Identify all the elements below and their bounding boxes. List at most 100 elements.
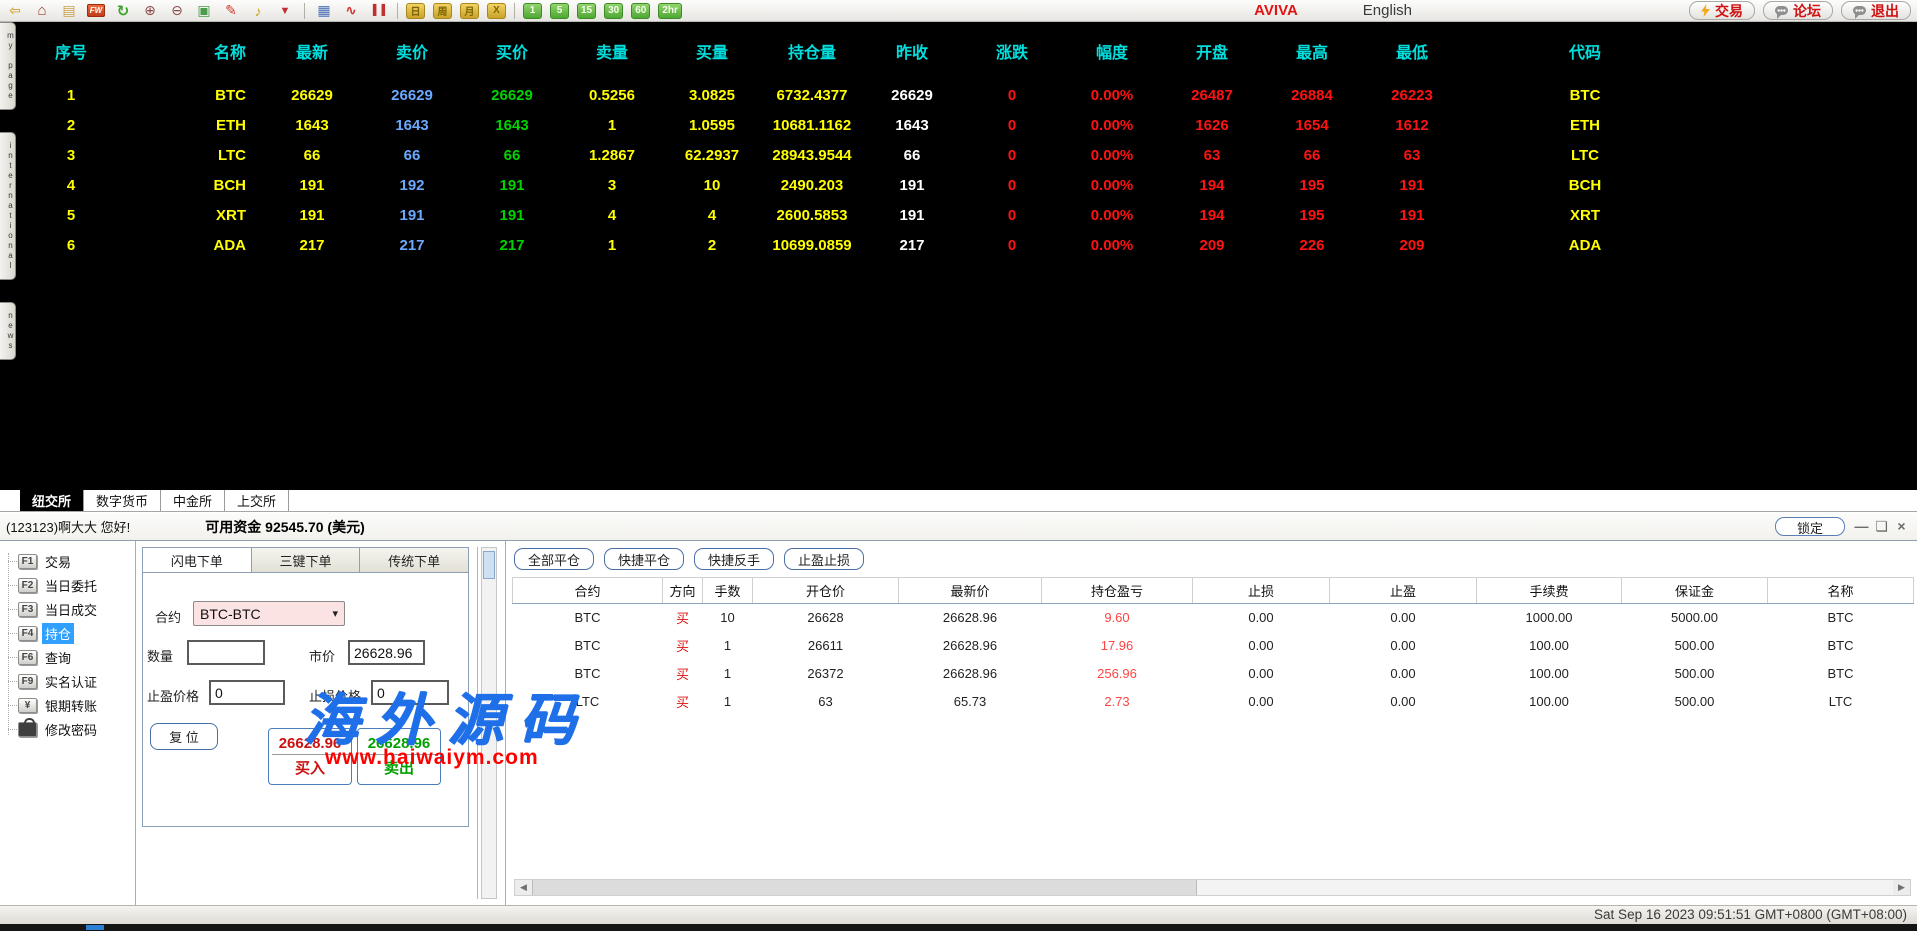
- order-tab[interactable]: 三键下单: [251, 547, 361, 573]
- quote-row[interactable]: 5 XRT 191 191 191 4 4 2600.5853 191 0 0.00% 194 195 1…: [16, 200, 1917, 230]
- scrollbar-thumb[interactable]: [483, 551, 495, 579]
- horn-icon[interactable]: ♪: [254, 2, 262, 19]
- trading-workspace: F1 交易 F2 当日委托 F3 当日成交 F4 持仓 F6 查询 F9 实名认…: [0, 540, 1917, 905]
- fw-calendar-icon[interactable]: FW: [86, 2, 106, 19]
- zoom-in-icon[interactable]: ⊕: [144, 2, 156, 18]
- side-tab[interactable]: international: [0, 132, 16, 280]
- back-icon[interactable]: ⇦: [9, 2, 21, 18]
- menu-item[interactable]: 修改密码: [6, 717, 135, 741]
- action-button[interactable]: 论坛: [1763, 1, 1833, 20]
- position-row[interactable]: LTC 买 1 63 65.73 2.73 0.00 0.00 100.00 500.00 LTC: [513, 688, 1914, 716]
- quote-column-header: 卖量: [595, 45, 628, 62]
- home-icon[interactable]: ⌂: [37, 2, 47, 19]
- line-chart-icon[interactable]: ∿: [345, 2, 357, 18]
- menu-item[interactable]: F2 当日委托: [6, 573, 135, 597]
- menu-item[interactable]: F6 查询: [6, 645, 135, 669]
- filter-icon[interactable]: ▼: [279, 4, 291, 17]
- sell-button[interactable]: 26628.96 卖出: [357, 728, 441, 785]
- period-button[interactable]: 月: [460, 2, 479, 19]
- language-selector[interactable]: English: [1362, 2, 1412, 19]
- quote-row[interactable]: 4 BCH 191 192 191 3 10 2490.203 191 0 0.00% 194 195 1…: [16, 170, 1917, 200]
- layers-icon[interactable]: ▣: [197, 2, 211, 18]
- position-row[interactable]: BTC 买 1 26611 26628.96 17.96 0.00 0.00 100.00 500…: [513, 632, 1914, 660]
- contract-select[interactable]: BTC-BTC ▾: [193, 601, 345, 626]
- candlestick-chart-icon[interactable]: ▌▐: [372, 5, 385, 16]
- quote-row-cell: 191: [299, 176, 325, 194]
- interval-button[interactable]: 1: [523, 2, 542, 19]
- quote-row-cell: 217: [899, 236, 925, 254]
- take-profit-input[interactable]: [209, 680, 285, 705]
- quote-row-cell: 26629: [291, 86, 333, 104]
- positions-buttons: 全部平仓 快捷平仓 快捷反手 止盈止损: [514, 548, 865, 570]
- horizontal-scrollbar[interactable]: ◀ ▶: [514, 879, 1911, 896]
- positions-action-button[interactable]: 全部平仓: [514, 548, 595, 570]
- quote-row-cell: BTC: [215, 86, 246, 104]
- quote-table-icon[interactable]: ▦: [317, 2, 331, 18]
- interval-button[interactable]: 2hr: [658, 2, 682, 19]
- order-tab[interactable]: 闪电下单: [142, 547, 252, 573]
- menu-item[interactable]: F4 持仓: [6, 621, 135, 645]
- zoom-out-icon[interactable]: ⊖: [171, 2, 183, 18]
- scroll-right-icon[interactable]: ▶: [1893, 880, 1910, 895]
- quantity-input[interactable]: [187, 640, 265, 665]
- quote-row-cell: 1: [607, 236, 617, 254]
- quote-row-cell: 0.00%: [1090, 236, 1134, 254]
- action-button[interactable]: 交易: [1689, 1, 1755, 20]
- position-row[interactable]: BTC 买 10 26628 26628.96 9.60 0.00 0.00 1000.00 50…: [513, 604, 1914, 632]
- side-tab[interactable]: my page: [0, 22, 16, 110]
- period-button[interactable]: X: [487, 2, 506, 19]
- refresh-icon[interactable]: ↻: [116, 2, 130, 20]
- separator[interactable]: [304, 2, 305, 19]
- interval-button-group: 1 5 15 30 60 2hr: [523, 2, 682, 19]
- exchange-tab[interactable]: 数字货币: [84, 490, 162, 511]
- position-row-cell: 0.00: [1248, 638, 1274, 653]
- quote-row[interactable]: 3 LTC 66 66 66 1.2867 62.2937 28943.9544 66 0 0.00…: [16, 140, 1917, 170]
- minimize-icon[interactable]: —: [1854, 518, 1869, 534]
- separator[interactable]: [397, 2, 398, 19]
- market-price-input[interactable]: [348, 640, 425, 665]
- close-icon[interactable]: ×: [1897, 518, 1906, 534]
- interval-button[interactable]: 60: [631, 2, 651, 19]
- menu-item[interactable]: F9 实名认证: [6, 669, 135, 693]
- restore-icon[interactable]: ❏: [1875, 518, 1888, 534]
- quote-row-cell: 0: [1007, 206, 1017, 224]
- positions-action-button[interactable]: 快捷平仓: [604, 548, 685, 570]
- quote-row-cell: 217: [499, 236, 525, 254]
- period-button[interactable]: 日: [406, 2, 425, 19]
- position-row[interactable]: BTC 买 1 26372 26628.96 256.96 0.00 0.00 100.00 50…: [513, 660, 1914, 688]
- buy-button[interactable]: 26628.96 买入: [268, 728, 352, 785]
- menu-item[interactable]: F3 当日成交: [6, 597, 135, 621]
- scrollbar-track[interactable]: [1197, 880, 1893, 895]
- scroll-left-icon[interactable]: ◀: [515, 880, 532, 895]
- position-row-cell: 10: [720, 610, 735, 626]
- action-button[interactable]: 退出: [1841, 1, 1911, 20]
- interval-button[interactable]: 30: [604, 2, 624, 19]
- interval-button[interactable]: 5: [550, 2, 569, 19]
- scrollbar-thumb[interactable]: [532, 880, 1197, 895]
- quote-row[interactable]: 1 BTC 26629 26629 26629 0.5256 3.0825 6732.4377…: [16, 80, 1917, 110]
- order-tab[interactable]: 传统下单: [360, 547, 470, 573]
- pencil-icon[interactable]: ✎: [225, 2, 237, 18]
- quote-row-cell: 63: [1403, 146, 1421, 164]
- quote-row[interactable]: 6 ADA 217 217 217 1 2 10699.0859 217 0 0.00% 209 226…: [16, 230, 1917, 260]
- interval-button[interactable]: 15: [577, 2, 597, 19]
- menu-key-icon: F2: [18, 577, 37, 593]
- period-button[interactable]: 周: [433, 2, 452, 19]
- exchange-tab[interactable]: 纽交所: [20, 490, 85, 511]
- quote-row-cell: 1643: [295, 116, 329, 134]
- menu-item[interactable]: ¥ 银期转账: [6, 693, 135, 717]
- quote-row[interactable]: 2 ETH 1643 1643 1643 1 1.0595 10681.1162 1643 0 0.…: [16, 110, 1917, 140]
- notes-icon[interactable]: ▤: [62, 2, 76, 18]
- positions-action-button[interactable]: 止盈止损: [784, 548, 865, 570]
- quote-row-cell: 66: [1303, 146, 1321, 164]
- side-tab[interactable]: news: [0, 302, 16, 360]
- exchange-tab[interactable]: 上交所: [225, 490, 290, 511]
- vertical-scrollbar[interactable]: [481, 547, 497, 899]
- reset-button[interactable]: 复 位: [150, 723, 218, 750]
- stop-loss-input[interactable]: [371, 680, 449, 705]
- exchange-tab[interactable]: 中金所: [161, 490, 226, 511]
- positions-action-button[interactable]: 快捷反手: [694, 548, 775, 570]
- lock-button[interactable]: 锁定: [1775, 517, 1845, 536]
- menu-item[interactable]: F1 交易: [6, 549, 135, 573]
